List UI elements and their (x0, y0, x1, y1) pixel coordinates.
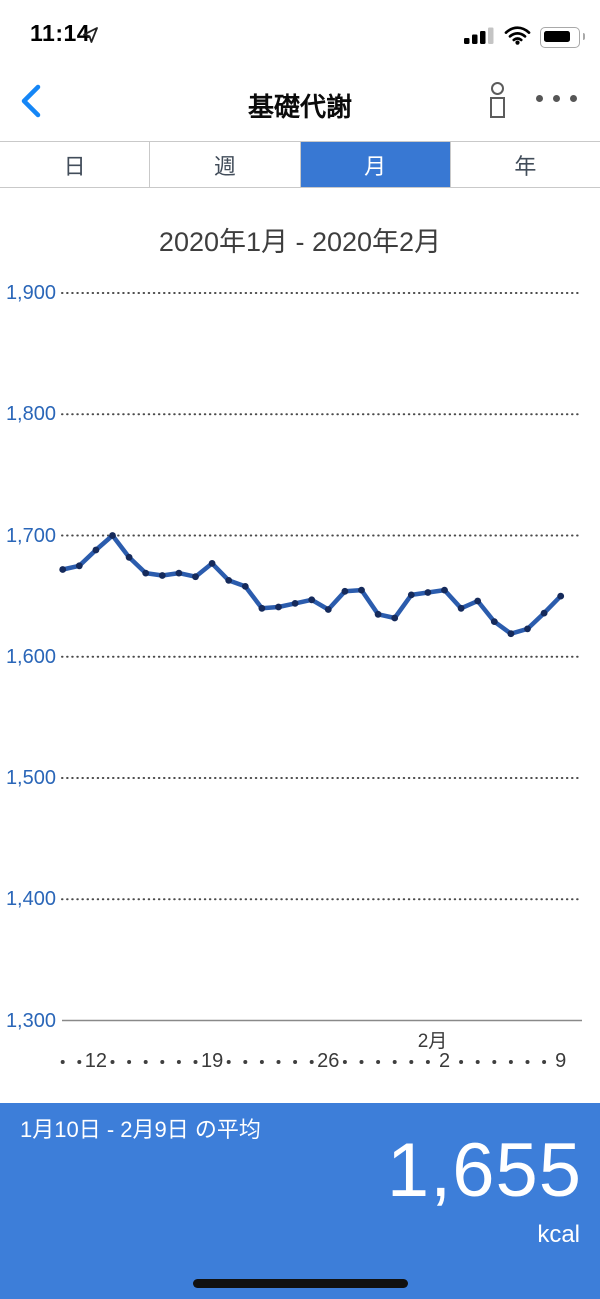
ellipsis-dot (553, 95, 560, 102)
y-axis-label: 1,500 (5, 767, 56, 789)
info-button[interactable] (487, 82, 507, 122)
data-point (208, 560, 216, 567)
x-axis-dot (492, 1060, 497, 1064)
x-axis-dot (77, 1060, 82, 1064)
x-axis-dot (193, 1060, 198, 1064)
y-axis-label: 1,900 (5, 282, 56, 304)
data-point (374, 610, 382, 618)
data-point (59, 566, 67, 573)
data-point (341, 587, 349, 595)
home-indicator[interactable] (193, 1279, 408, 1288)
y-axis: 1,900 1,800 1,700 1,600 1,500 1,400 1,300 (0, 0, 56, 1100)
y-axis-label: 1,600 (5, 645, 56, 668)
data-point (275, 603, 282, 611)
ellipsis-dot (536, 95, 543, 102)
x-axis-dot (160, 1060, 165, 1064)
data-point (308, 596, 316, 604)
x-axis-dot (143, 1060, 148, 1064)
x-axis-dot (359, 1060, 364, 1064)
average-value: 1,655 (386, 1128, 582, 1213)
x-axis-dot (276, 1060, 281, 1064)
y-axis-label: 1,800 (5, 403, 56, 426)
y-axis-label: 1,300 (5, 1009, 56, 1032)
tab-week[interactable]: 週 (150, 142, 301, 187)
x-axis-dot (475, 1060, 480, 1064)
data-point (474, 597, 482, 605)
x-axis-dot (127, 1060, 132, 1064)
data-point (490, 618, 498, 625)
x-axis-dot (525, 1060, 530, 1064)
more-options-button[interactable] (536, 95, 577, 102)
tab-year[interactable]: 年 (514, 153, 537, 179)
data-point (92, 546, 100, 554)
data-point (225, 577, 233, 584)
data-point (324, 606, 332, 613)
data-point (391, 614, 399, 622)
data-point (291, 600, 299, 607)
chart-plot-area[interactable] (0, 260, 600, 1100)
data-point (407, 591, 415, 599)
back-chevron-icon (21, 84, 41, 118)
data-point (258, 604, 266, 612)
back-button[interactable] (18, 83, 44, 119)
x-axis-dot (376, 1060, 381, 1064)
x-axis-dot (309, 1060, 314, 1064)
data-point (142, 569, 150, 577)
cellular-signal-icon (464, 27, 494, 44)
x-axis-dot (293, 1060, 298, 1064)
page-title: 基礎代謝 (247, 92, 352, 122)
ellipsis-dot (570, 95, 577, 102)
x-axis-dot (425, 1060, 430, 1064)
data-point (540, 609, 548, 617)
info-icon-body (489, 97, 505, 118)
x-axis-dot (459, 1060, 464, 1064)
data-point (457, 604, 465, 612)
status-time: 11:14 (30, 20, 91, 46)
x-axis-dot (342, 1060, 347, 1064)
data-point (109, 532, 116, 539)
x-axis-dot (392, 1060, 397, 1064)
period-tab-bar: 日 週 月 年 (0, 141, 600, 188)
battery-nub (582, 33, 585, 40)
data-point (241, 583, 249, 590)
tab-day[interactable]: 日 (0, 142, 151, 187)
y-axis-label: 1,700 (5, 524, 56, 547)
data-point (175, 569, 183, 577)
x-axis-dot (409, 1060, 414, 1064)
data-point (557, 592, 565, 600)
x-axis-dot (243, 1060, 248, 1064)
x-axis-dot (176, 1060, 181, 1064)
data-point (125, 553, 133, 561)
x-axis-dot (542, 1060, 547, 1064)
data-point (158, 572, 166, 579)
average-unit: kcal (537, 1221, 580, 1248)
data-point (441, 586, 448, 594)
data-point (358, 586, 365, 594)
y-axis-label: 1,400 (5, 888, 56, 911)
wifi-icon (504, 26, 531, 45)
x-axis-dot (226, 1060, 231, 1064)
data-point (424, 589, 432, 596)
data-point (75, 562, 83, 570)
info-icon (490, 82, 504, 95)
data-point (507, 630, 515, 638)
chart-period-title: 2020年1月 - 2020年2月 (158, 227, 442, 257)
tab-month[interactable]: 月 (300, 142, 451, 187)
average-range-label: 1月10日 - 2月9日 の平均 (20, 1117, 261, 1142)
x-axis-dot (259, 1060, 264, 1064)
battery-icon (540, 27, 585, 48)
average-summary-panel: 1月10日 - 2月9日 の平均 1,655 kcal (0, 1103, 600, 1299)
x-axis-dot (60, 1060, 65, 1064)
x-axis-dot (110, 1060, 115, 1064)
battery-fill (543, 30, 570, 42)
data-point (192, 573, 199, 581)
data-point (524, 625, 531, 633)
location-arrow-icon (83, 27, 98, 43)
x-axis-dot (508, 1060, 513, 1064)
